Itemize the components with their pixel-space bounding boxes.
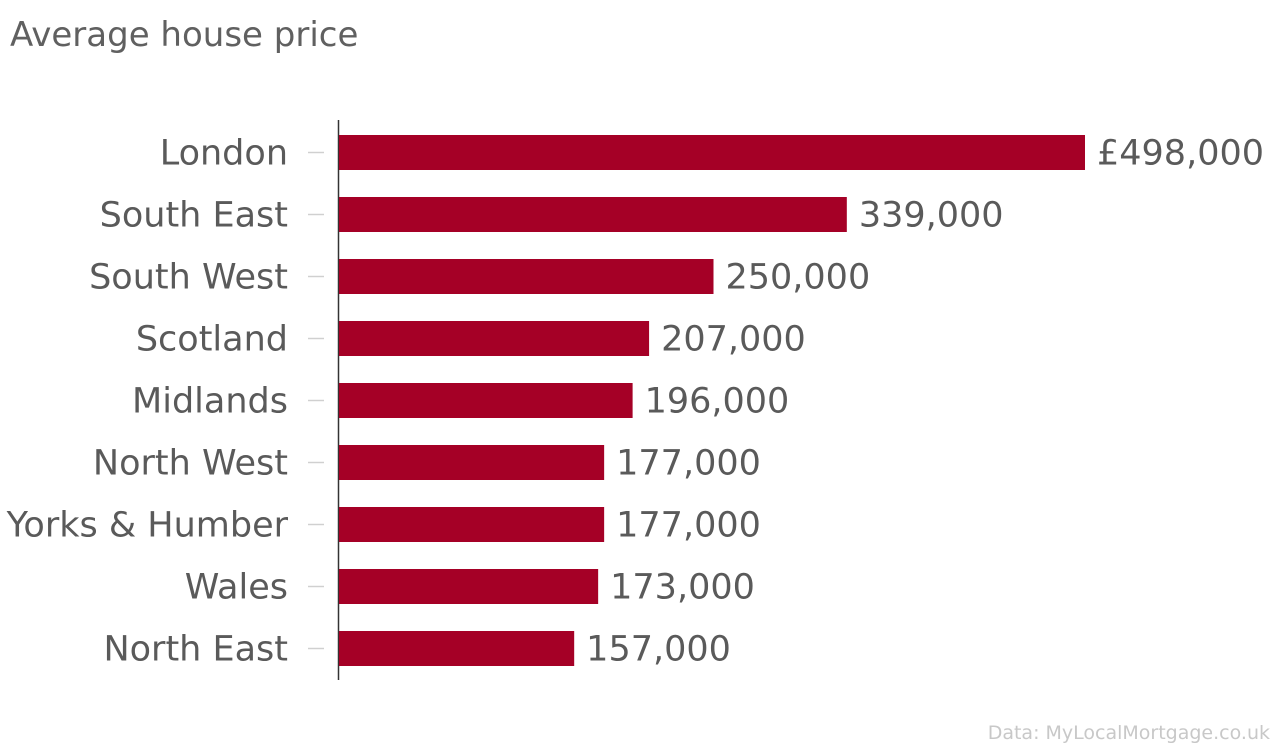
source-note: Data: MyLocalMortgage.co.uk [988,722,1270,744]
value-label: 196,000 [645,382,790,422]
value-label: 339,000 [859,196,1004,236]
category-label: North West [93,444,288,484]
bar [339,321,650,356]
category-label: Scotland [136,320,288,360]
bar [339,569,599,604]
value-label: 207,000 [661,320,806,360]
bar [339,197,847,232]
category-label: Yorks & Humber [6,506,289,546]
bar [339,259,714,294]
category-label: North East [103,630,288,670]
category-label: Midlands [132,382,288,422]
bar [339,135,1085,170]
bar [339,383,633,418]
value-label: 177,000 [616,506,761,546]
value-label: 173,000 [610,568,755,608]
category-label: London [160,134,288,174]
value-label: 177,000 [616,444,761,484]
category-label: Wales [185,568,288,608]
category-label: South West [89,258,288,298]
chart-title: Average house price [10,15,358,55]
bar [339,507,605,542]
value-label: 250,000 [725,258,870,298]
bar [339,631,575,666]
value-label: 157,000 [586,630,731,670]
bars-layer: London £498,000 South East 339,000 South Wes… [6,134,1264,670]
value-label: £498,000 [1097,134,1264,174]
category-label: South East [100,196,288,236]
bar [339,445,605,480]
